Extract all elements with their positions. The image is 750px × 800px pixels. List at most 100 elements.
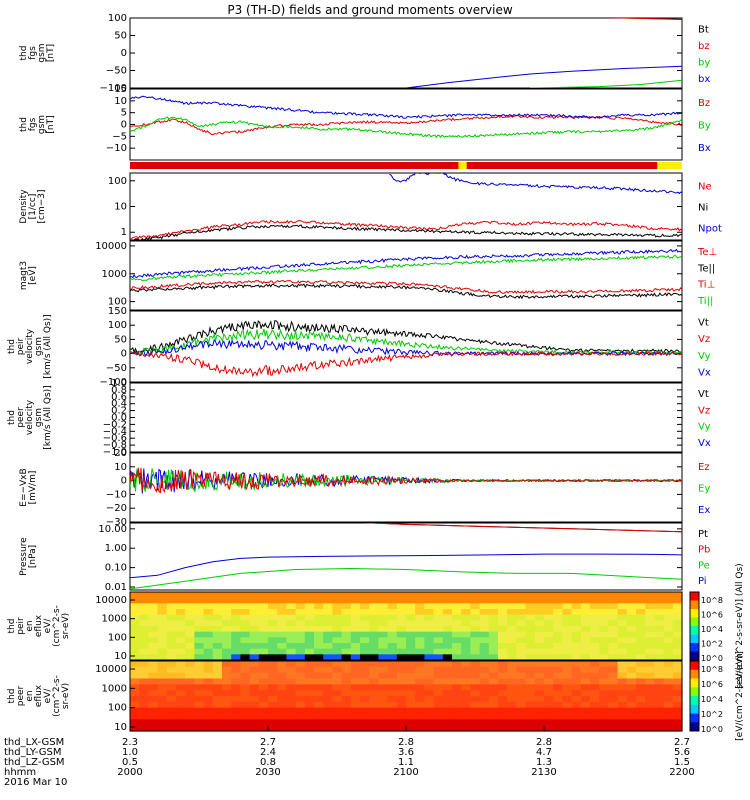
spectrogram-cell — [222, 713, 232, 720]
spectrogram-cell — [222, 603, 232, 610]
spectrogram-cell — [442, 725, 453, 732]
legend-entry: Ni — [698, 203, 708, 214]
spectrogram-cell — [249, 620, 260, 627]
panel-frame — [129, 172, 683, 241]
spectrogram-cell — [148, 696, 159, 703]
spectrogram-cell — [157, 603, 168, 610]
spectrogram-cell — [222, 626, 232, 633]
spectrogram-cell — [534, 643, 545, 650]
colorbar-swatch — [690, 626, 699, 635]
spectrogram-cell — [185, 620, 195, 627]
spectrogram-cell — [323, 631, 333, 638]
spectrogram-cell — [672, 654, 683, 661]
spectrogram-cell — [212, 597, 223, 604]
spectrogram-cell — [212, 637, 223, 644]
spectrogram-cell — [654, 648, 665, 655]
spectrogram-cell — [424, 684, 435, 691]
spectrogram-cell — [249, 713, 260, 720]
spectrogram-cell — [553, 684, 563, 691]
spectrogram-cell — [571, 626, 582, 633]
spectrogram-cell — [553, 597, 563, 604]
spectrogram-cell — [157, 701, 168, 709]
spectrogram-cell — [277, 719, 287, 726]
spectrogram-cell — [525, 614, 536, 621]
spectrogram-cell — [240, 672, 251, 680]
spectrogram-cell — [571, 609, 582, 616]
spectrogram-cell — [139, 666, 149, 674]
spectrogram-cell — [203, 666, 214, 674]
y-axis-label: magt3 — [19, 261, 29, 290]
y-axis-label: thd — [19, 46, 29, 61]
spectrogram-cell — [378, 678, 389, 685]
spectrogram-cell — [488, 626, 499, 633]
spectrogram-cell — [442, 609, 453, 616]
spectrogram-cell — [406, 707, 416, 715]
spectrogram-cell — [525, 592, 536, 599]
spectrogram-cell — [580, 637, 591, 644]
spectrogram-cell — [203, 592, 214, 599]
spectrogram-cell — [185, 609, 195, 616]
spectrogram-cell — [636, 637, 646, 644]
spectrogram-cell — [442, 666, 453, 674]
spectrogram-cell — [341, 719, 352, 726]
spectrogram-cell — [645, 609, 655, 616]
spectrogram-cell — [626, 648, 637, 655]
x-annotation-value: 2.8 — [398, 737, 414, 748]
spectrogram-cell — [406, 690, 416, 697]
spectrogram-cell — [424, 661, 435, 668]
spectrogram-cell — [654, 666, 665, 674]
spectrogram-cell — [139, 690, 149, 697]
spectrogram-cell — [148, 597, 159, 604]
spectrogram-cell — [203, 643, 214, 650]
spectrogram-cell — [516, 701, 527, 709]
spectrogram-cell — [488, 620, 499, 627]
spectrogram-cell — [498, 661, 508, 668]
spectrogram-cell — [442, 637, 453, 644]
spectrogram-cell — [433, 666, 444, 674]
spectrogram-cell — [663, 609, 674, 616]
spectrogram-cell — [645, 661, 655, 668]
spectrogram-cell — [654, 626, 665, 633]
spectrogram-cell — [240, 597, 251, 604]
spectrogram-cell — [157, 620, 168, 627]
spectrogram-cell — [369, 690, 379, 697]
spectrogram-cell — [387, 620, 398, 627]
spectrogram-cell — [268, 597, 278, 604]
spectrogram-cell — [507, 701, 517, 709]
spectrogram-cell — [580, 684, 591, 691]
spectrogram-cell — [323, 684, 333, 691]
spectrogram-cell — [212, 701, 223, 709]
spectrogram-cell — [350, 626, 361, 633]
spectrogram-cell — [341, 713, 352, 720]
spectrogram-cell — [654, 707, 665, 715]
spectrogram-cell — [212, 666, 223, 674]
spectrogram-cell — [424, 592, 435, 599]
spectrogram-cell — [323, 626, 333, 633]
spectrogram-cell — [645, 597, 655, 604]
spectrogram-cell — [222, 678, 232, 685]
y-tick-label: 0.8 — [111, 385, 127, 396]
spectrogram-cell — [516, 648, 527, 655]
spectrogram-cell — [672, 684, 683, 691]
spectrogram-cell — [608, 707, 619, 715]
spectrogram-cell — [185, 707, 195, 715]
spectrogram-cell — [323, 661, 333, 668]
spectrogram-cell — [360, 678, 370, 685]
y-axis-label: fgs — [28, 46, 38, 60]
spectrogram-cell — [295, 597, 306, 604]
spectrogram-cell — [498, 609, 508, 616]
spectrogram-cell — [341, 609, 352, 616]
spectrogram-cell — [295, 725, 306, 732]
spectrogram-cell — [240, 603, 251, 610]
spectrogram-cell — [194, 661, 205, 668]
spectrogram-cell — [433, 713, 444, 720]
spectrogram-cell — [350, 684, 361, 691]
spectrogram-cell — [479, 725, 490, 732]
spectrogram-cell — [396, 678, 407, 685]
spectrogram-cell — [562, 614, 573, 621]
spectrogram-cell — [433, 643, 444, 650]
y-axis-label: [mV/m] — [28, 471, 38, 505]
spectrogram-cell — [369, 719, 379, 726]
